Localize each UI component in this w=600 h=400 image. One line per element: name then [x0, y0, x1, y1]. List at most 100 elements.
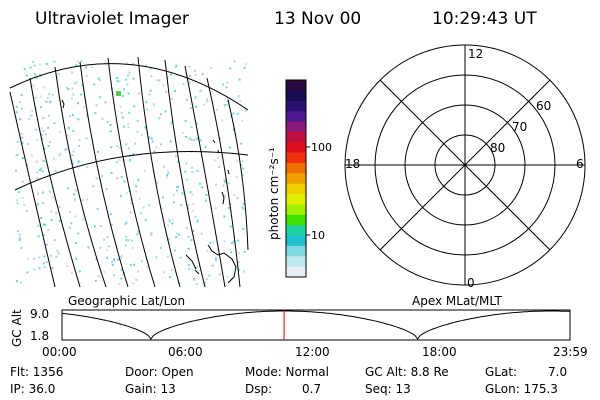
uv-speckle [75, 258, 78, 260]
uv-speckle [221, 119, 224, 122]
uv-speckle [96, 208, 99, 211]
uv-speckle [152, 103, 155, 106]
uv-speckle [206, 249, 209, 252]
uv-speckle [45, 100, 48, 103]
uv-speckle [71, 71, 74, 74]
uv-speckle [187, 263, 190, 266]
uv-speckle [158, 79, 161, 82]
geographic-image-panel [9, 56, 249, 288]
uv-speckle [131, 239, 134, 242]
uv-speckle [130, 202, 133, 205]
uv-speckle [222, 83, 224, 86]
uv-speckle [175, 155, 178, 158]
geographic-grid [9, 56, 249, 288]
altitude-xtick-0600: 06:00 [168, 345, 203, 359]
uv-speckle [86, 114, 88, 117]
uv-speckle [144, 126, 147, 129]
uv-speckle [44, 223, 47, 226]
uv-speckle [42, 223, 45, 226]
uv-speckle [119, 105, 122, 108]
uv-speckle [209, 241, 212, 244]
uv-speckle [134, 142, 137, 145]
uv-speckle [148, 204, 151, 207]
uv-speckle [137, 178, 140, 181]
uv-speckle [194, 96, 197, 99]
uv-speckle [98, 96, 101, 99]
uv-speckle [59, 219, 61, 222]
uv-speckle [34, 75, 37, 78]
uv-speckle [71, 271, 73, 274]
uv-speckle [27, 258, 29, 261]
colorbar-swatch [286, 214, 306, 226]
uv-speckle [42, 129, 45, 132]
uv-speckle [59, 152, 62, 155]
uv-speckle [72, 150, 75, 153]
uv-speckle [40, 106, 42, 109]
uv-speckle [131, 246, 134, 249]
uv-speckle [165, 90, 168, 93]
uv-speckle [115, 161, 118, 164]
uv-speckle [42, 191, 44, 194]
uv-speckle [186, 204, 189, 207]
uv-speckle [53, 122, 56, 124]
uv-speckle [232, 112, 235, 115]
uv-speckle [98, 79, 101, 81]
uv-speckle [40, 217, 43, 219]
uv-speckle [106, 249, 109, 252]
uv-speckle [82, 218, 85, 221]
uv-speckle [214, 207, 217, 210]
uv-speckle [243, 66, 246, 69]
uv-speckle [21, 107, 24, 110]
uv-speckle [36, 171, 39, 174]
colorbar-swatch [286, 152, 306, 164]
uv-speckle [185, 162, 188, 165]
instrument-status: Flt: 1356 IP: 36.0 Door: Open Gain: 13 M… [10, 365, 567, 396]
altitude-xtick-1200: 12:00 [295, 345, 330, 359]
uv-speckle [229, 225, 232, 228]
uv-speckle [42, 160, 45, 162]
uv-speckle [166, 255, 169, 258]
uv-speckle [67, 127, 70, 130]
uv-speckle [238, 78, 241, 81]
sequence-number: Seq: 13 [365, 382, 411, 396]
uv-speckle [241, 119, 244, 122]
uv-speckle [55, 255, 58, 258]
uv-speckle [112, 258, 115, 261]
uv-speckle [94, 279, 97, 282]
uv-speckle [43, 86, 46, 89]
uv-speckle [15, 105, 18, 108]
uv-speckle [242, 202, 245, 205]
uv-speckle [196, 283, 199, 285]
uv-speckle [123, 125, 126, 128]
uv-speckle [20, 94, 23, 96]
uv-speckle [68, 126, 70, 129]
uv-speckle [151, 140, 154, 143]
uv-speckle [97, 77, 100, 80]
uv-speckle [125, 143, 128, 146]
uv-speckle [66, 265, 69, 268]
uv-speckle [45, 62, 48, 65]
uv-speckle [47, 126, 50, 129]
colorbar-swatch [286, 235, 306, 247]
uv-speckle [198, 136, 201, 139]
uv-speckle [41, 159, 44, 162]
uv-speckle [43, 147, 46, 150]
uv-speckle [113, 274, 116, 277]
uv-speckle [148, 93, 151, 96]
uv-speckle [200, 232, 203, 235]
uv-speckle [85, 137, 88, 140]
uv-speckle [118, 282, 121, 285]
uv-speckle [182, 83, 185, 86]
uv-speckle [168, 220, 171, 223]
colorbar-label-10: 10 [311, 229, 325, 242]
uv-speckle [49, 100, 52, 103]
uv-speckle [78, 139, 81, 142]
uv-speckle [162, 165, 165, 168]
uv-speckle [200, 89, 203, 92]
uv-speckle [126, 83, 129, 86]
uv-speckle [118, 158, 121, 161]
uv-speckle [127, 122, 130, 125]
uv-speckle [232, 128, 235, 131]
uv-speckle [238, 252, 240, 255]
uv-speckle [226, 81, 229, 84]
